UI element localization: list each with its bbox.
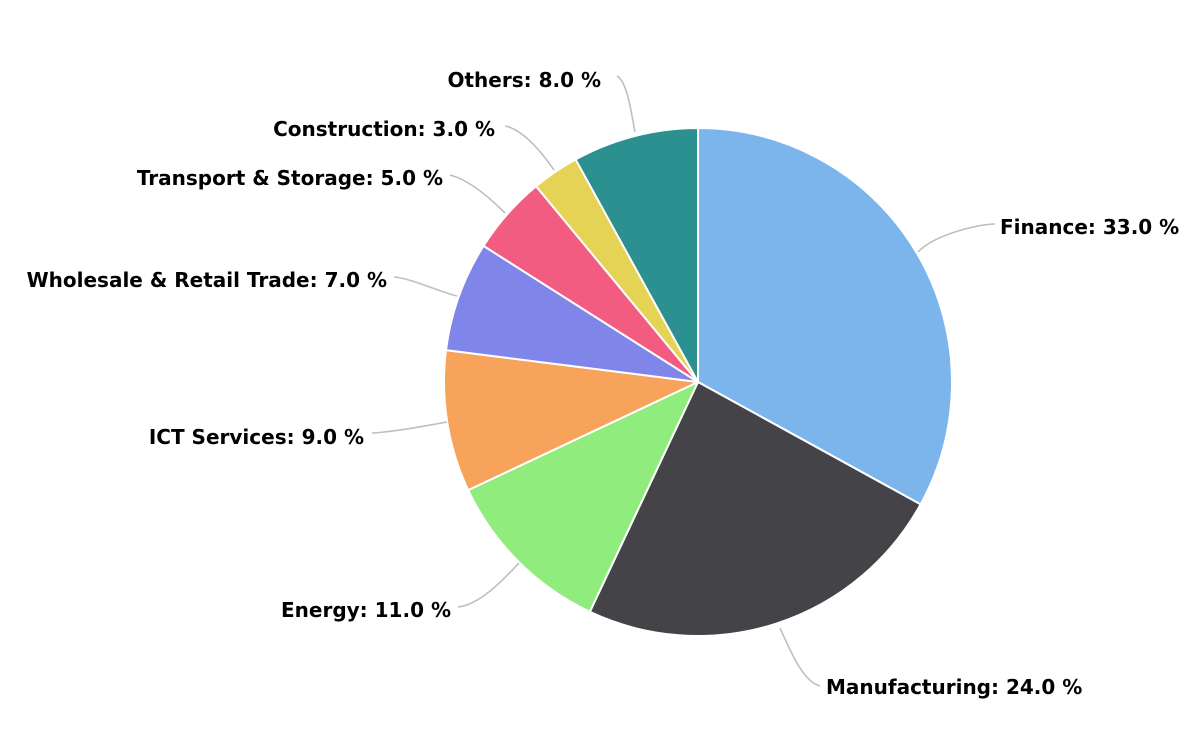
data-label-construction: Construction: 3.0 %	[273, 117, 495, 141]
slices-layer	[443, 127, 953, 637]
connector-line-manufacturing	[779, 627, 821, 687]
connector-line-wholesale-and-retail-trade	[393, 276, 458, 297]
connector-line-transport-and-storage	[449, 174, 506, 214]
pie-slice-energy[interactable]	[467, 381, 699, 613]
connector-line-construction	[504, 125, 555, 171]
data-label-ict-services: ICT Services: 9.0 %	[149, 425, 364, 449]
pie-slice-wholesale-and-retail-trade[interactable]	[445, 244, 699, 383]
connector-line-ict-services	[371, 421, 448, 434]
pie-slice-finance[interactable]	[697, 127, 953, 506]
data-label-wholesale-and-retail-trade: Wholesale & Retail Trade: 7.0 %	[27, 268, 387, 292]
data-label-energy: Energy: 11.0 %	[281, 598, 451, 622]
connector-line-finance	[917, 223, 996, 253]
connector-line-others	[616, 75, 636, 133]
connector-line-energy	[457, 562, 520, 608]
pie-slice-ict-services[interactable]	[443, 349, 699, 492]
pie-slice-manufacturing[interactable]	[588, 381, 922, 637]
data-label-transport-and-storage: Transport & Storage: 5.0 %	[137, 166, 443, 190]
pie-slice-others[interactable]	[574, 127, 699, 383]
labels-layer: Finance: 33.0 % Manufacturing: 24.0 % Ener…	[27, 68, 1180, 699]
connectors-layer	[371, 75, 996, 687]
data-label-finance: Finance: 33.0 %	[1000, 215, 1179, 239]
data-label-others: Others: 8.0 %	[447, 68, 601, 92]
data-label-manufacturing: Manufacturing: 24.0 %	[826, 675, 1082, 699]
